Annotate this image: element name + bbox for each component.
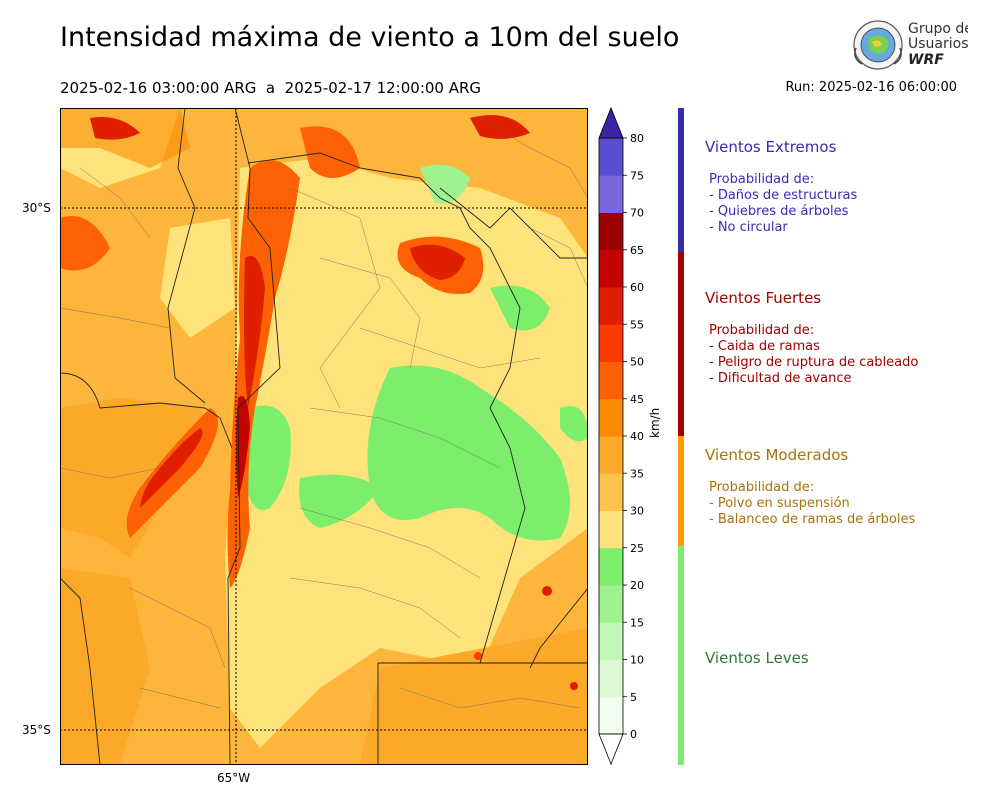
category-line: - No circular: [709, 220, 788, 235]
logo-line1: Grupo de: [908, 21, 968, 37]
colorbar-segment: [599, 249, 623, 288]
colorbar-segment: [599, 398, 623, 437]
colorbar-tick-label: 60: [630, 281, 644, 294]
colorbar-tick-label: 30: [630, 505, 644, 518]
lon-label-65w: 65°W: [217, 771, 251, 785]
category-title: Vientos Fuertes: [705, 289, 822, 307]
colorbar-tick-label: 25: [630, 542, 644, 555]
colorbar-segment: [599, 585, 623, 623]
colorbar-segment: [599, 175, 623, 213]
category-line: - Peligro de ruptura de cableado: [709, 355, 919, 370]
colorbar-segment: [599, 287, 623, 325]
category-lines: Probabilidad de: - Daños de estructuras …: [709, 172, 857, 236]
category-lines: Probabilidad de: - Caida de ramas - Peli…: [709, 323, 918, 387]
colorbar-segment: [599, 212, 623, 251]
category-line: - Quiebres de árboles: [709, 204, 849, 219]
colorbar-segment: [599, 436, 623, 474]
category-bar-fuertes: [678, 252, 684, 436]
category-line: - Caida de ramas: [709, 339, 820, 354]
colorbar-segment: [599, 473, 623, 511]
colorbar-tick-label: 70: [630, 207, 644, 220]
wind-map: [60, 108, 588, 765]
colorbar-segment: [599, 659, 623, 698]
colorbar-tick-label: 55: [630, 318, 644, 331]
lat-label-30s: 30°S: [22, 201, 51, 215]
colorbar-segment: [599, 547, 623, 586]
colorbar-unit: km/h: [648, 407, 662, 438]
colorbar-segment: [599, 138, 623, 176]
category-bar-extremos: [678, 108, 684, 252]
colorbar-tick-label: 0: [630, 728, 637, 741]
colorbar-tick-label: 35: [630, 467, 644, 480]
colorbar-segment: [599, 361, 623, 400]
category-bar-leves: [678, 546, 684, 765]
colorbar-tick-label: 20: [630, 579, 644, 592]
category-title: Vientos Moderados: [705, 446, 849, 464]
category-line: Probabilidad de:: [709, 172, 815, 187]
category-fuertes: Vientos Fuertes Probabilidad de: - Caida…: [705, 289, 918, 387]
map-title: Intensidad máxima de viento a 10m del su…: [60, 22, 680, 53]
category-leves: Vientos Leves: [705, 649, 809, 667]
category-lines: Probabilidad de: - Polvo en suspensión -…: [709, 480, 915, 528]
colorbar-tick-label: 5: [630, 691, 637, 704]
category-moderados: Vientos Moderados Probabilidad de: - Pol…: [705, 446, 915, 528]
date-range: 2025-02-16 03:00:00 ARG a 2025-02-17 12:…: [60, 79, 482, 97]
colorbar-tick-label: 40: [630, 430, 644, 443]
logo-line3: WRF: [908, 52, 944, 68]
colorbar-tick-label: 75: [630, 169, 644, 182]
category-title: Vientos Extremos: [705, 138, 837, 156]
category-extremos: Vientos Extremos Probabilidad de: - Daño…: [705, 138, 857, 236]
category-line: - Polvo en suspensión: [709, 496, 850, 511]
globe-icon: Grupo de Usuarios WRF: [853, 20, 973, 70]
category-line: Probabilidad de:: [709, 323, 815, 338]
category-line: - Daños de estructuras: [709, 188, 858, 203]
colorbar-segment: [599, 324, 623, 362]
logo-line2: Usuarios: [908, 36, 968, 52]
category-line: Probabilidad de:: [709, 480, 815, 495]
colorbar-segment: [599, 510, 623, 549]
colorbar-segment: [599, 696, 623, 735]
colorbar-segment: [599, 622, 623, 660]
category-line: - Balanceo de ramas de árboles: [709, 512, 916, 527]
colorbar-tick-label: 45: [630, 393, 644, 406]
category-bar: [678, 108, 684, 765]
run-time: Run: 2025-02-16 06:00:00: [785, 80, 957, 95]
colorbar-tick-label: 15: [630, 616, 644, 629]
colorbar-tick-label: 65: [630, 244, 644, 257]
colorbar-tick-label: 10: [630, 654, 644, 667]
colorbar-under-arrow: [598, 733, 624, 766]
colorbar-over-arrow: [598, 106, 624, 139]
colorbar-tick-label: 50: [630, 356, 644, 369]
category-bar-moderados: [678, 436, 684, 546]
colorbar: 0 5 10 15 20 25 30 35 40 45 50 55 60 65 70 75 80: [598, 106, 644, 766]
category-title: Vientos Leves: [705, 649, 809, 667]
category-line: - Dificultad de avance: [709, 371, 852, 386]
wrf-logo: Grupo de Usuarios WRF: [848, 18, 973, 72]
colorbar-tick-label: 80: [630, 132, 644, 145]
lat-label-35s: 35°S: [22, 723, 51, 737]
